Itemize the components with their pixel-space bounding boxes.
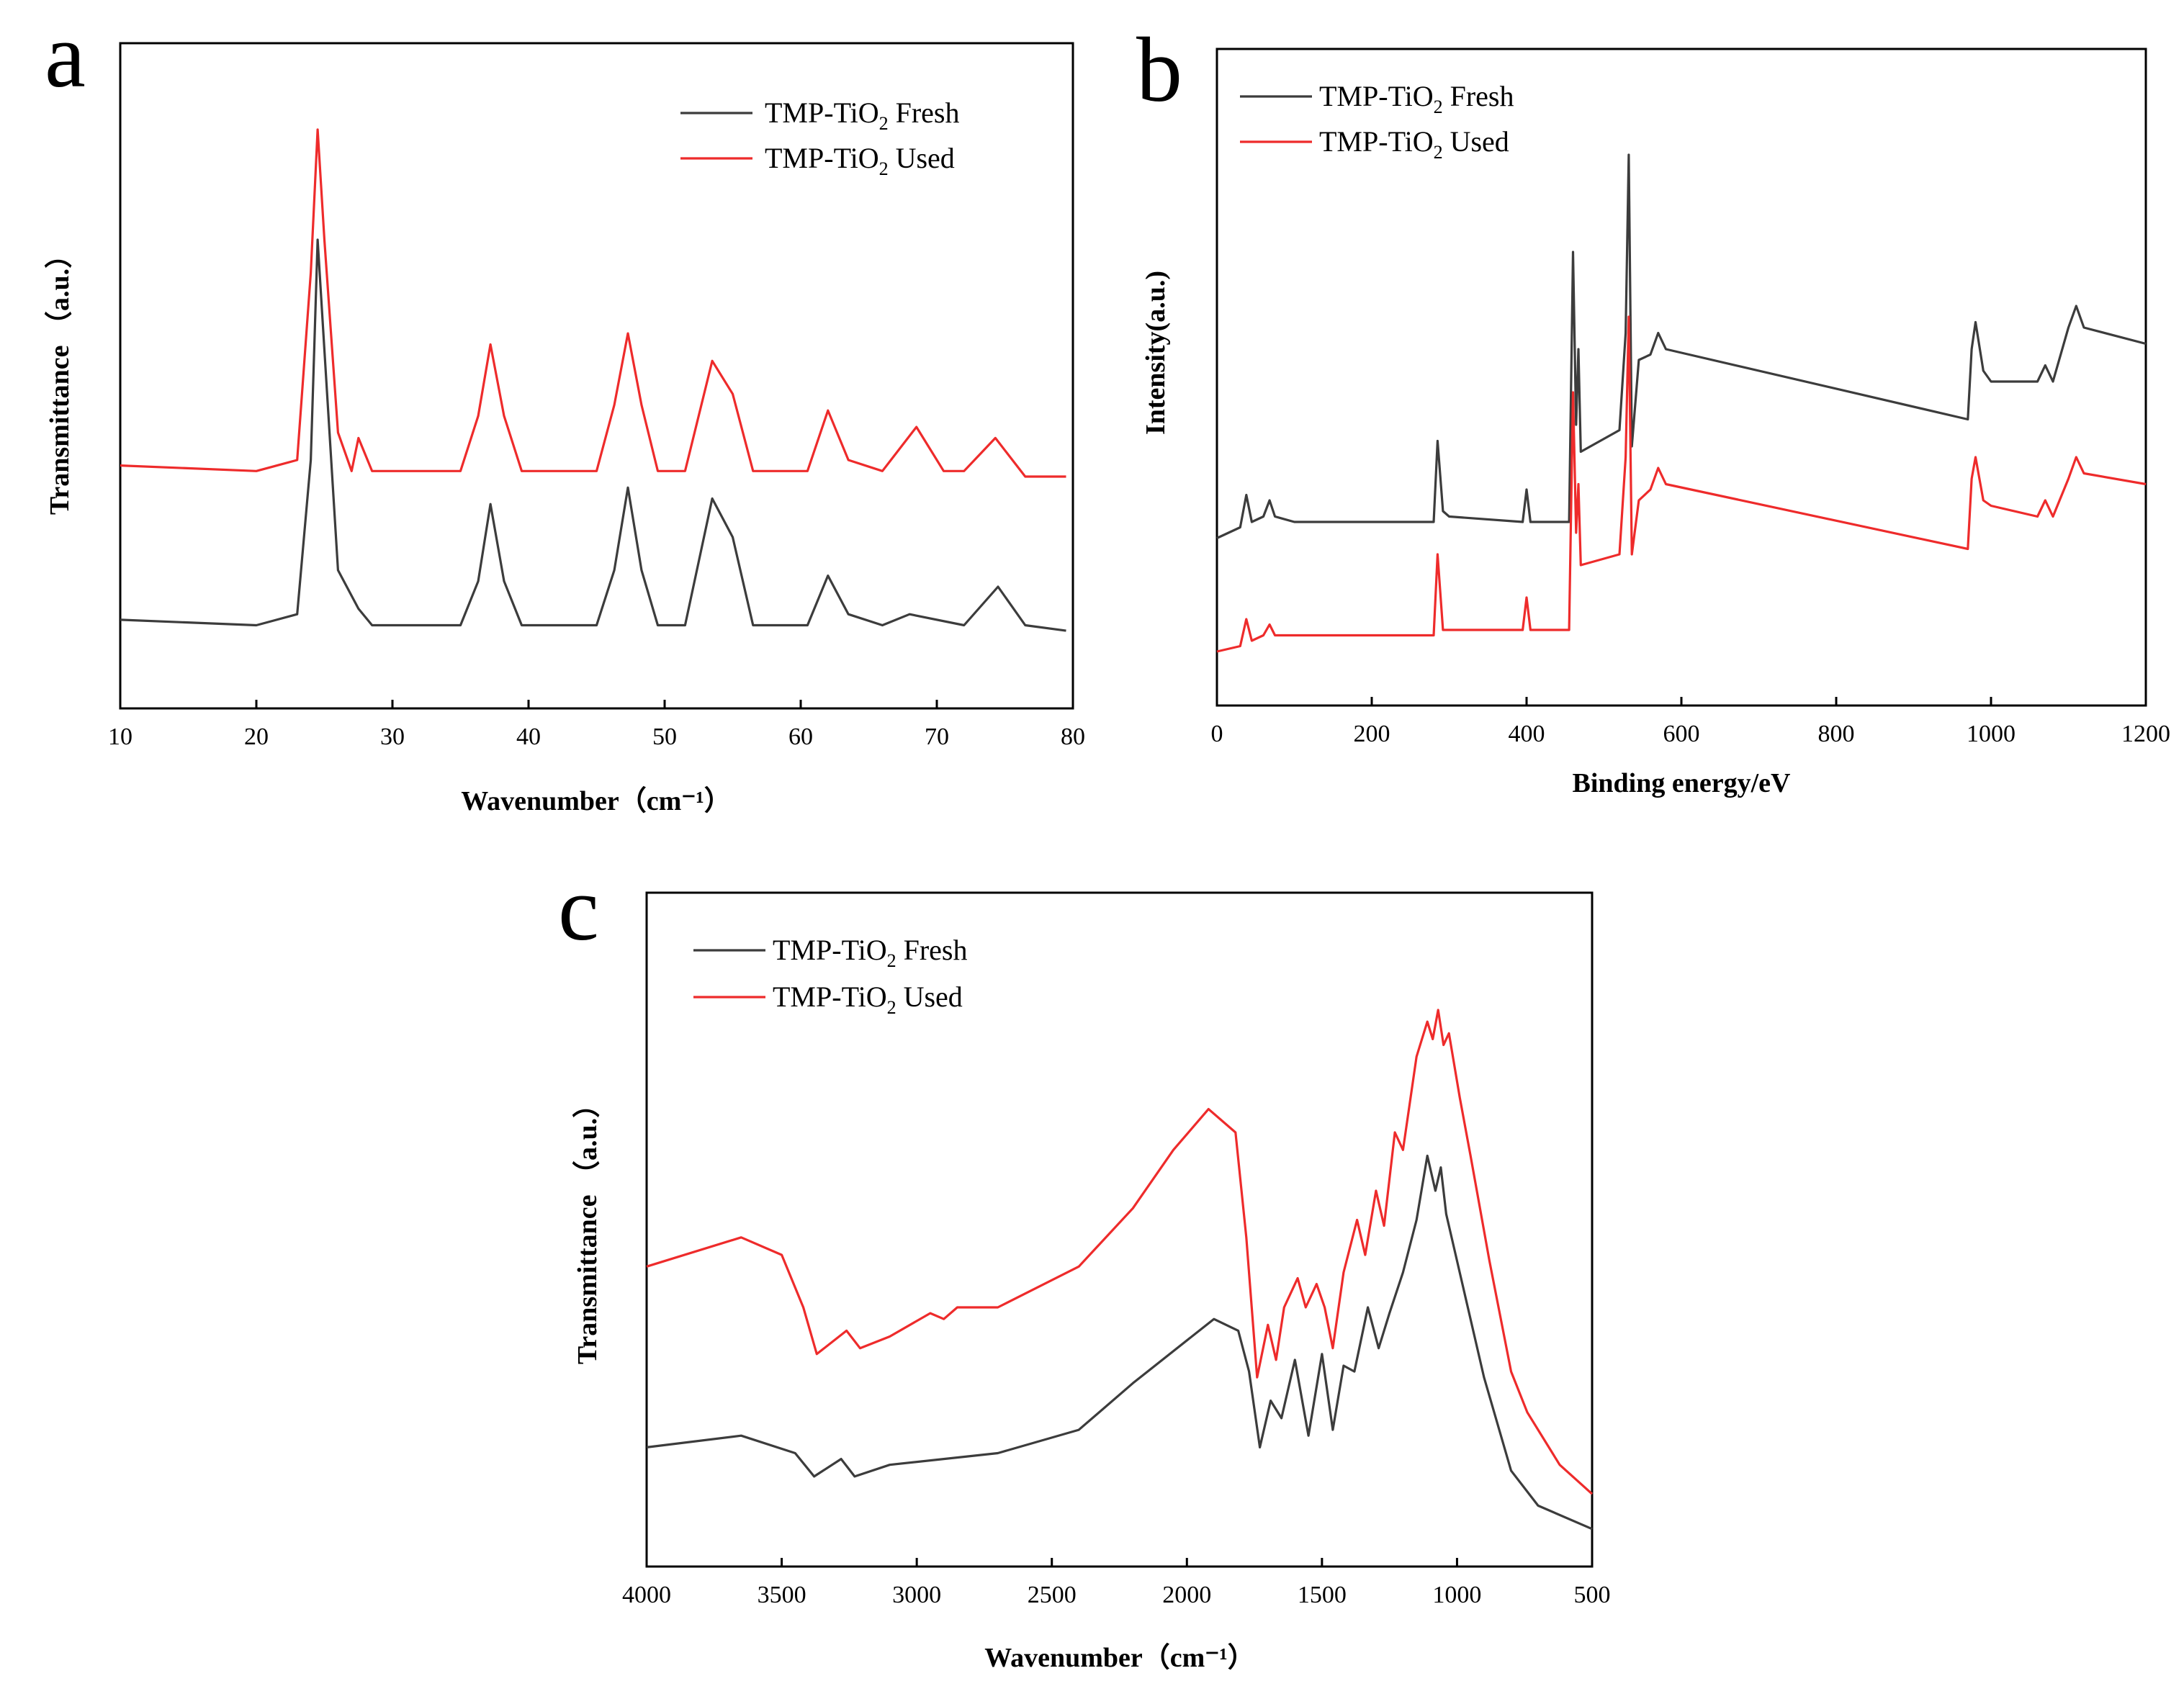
panel-a-x-tick-label: 30 (380, 724, 405, 750)
panel-b-series (1216, 153, 2147, 653)
panel-b-x-tick-label: 400 (1509, 721, 1545, 747)
panel-a-x-tick-label: 10 (108, 724, 132, 750)
panel-b-legend-fresh-rest: Fresh (1443, 80, 1514, 112)
panel-a-series-fresh (120, 238, 1066, 632)
panel-c-series-used (646, 1009, 1594, 1495)
panel-b-x-tick-label: 1200 (2121, 721, 2170, 747)
panel-c-xlabel: Wavenumber（cm⁻¹） (984, 1643, 1255, 1673)
panel-a-series-used (120, 128, 1066, 478)
panel-a-letter: a (45, 4, 86, 107)
panel-b-legend: TMP-TiO2 Fresh TMP-TiO2 Used (1240, 80, 1514, 163)
panel-a-x-tick-label: 20 (244, 724, 269, 750)
panel-a-legend-fresh-rest: Fresh (889, 96, 960, 129)
panel-a-plot-frame (119, 42, 1074, 710)
panel-c-legend: TMP-TiO2 Fresh TMP-TiO2 Used (693, 934, 967, 1018)
panel-c-x-tick-label: 500 (1574, 1582, 1611, 1608)
panel-b-legend-used-rest: Used (1443, 125, 1509, 158)
panel-b-x-tick-label: 1000 (1967, 721, 2016, 747)
panel-b-xlabel: Binding energy/eV (1573, 768, 1792, 798)
panel-b-x-tick-label: 800 (1818, 721, 1855, 747)
panel-b-legend-fresh-main: TMP-TiO (1319, 80, 1434, 112)
panel-c-series (646, 1009, 1594, 1531)
panel-c-legend-fresh-rest: Fresh (896, 934, 968, 966)
panel-a-legend-used-main: TMP-TiO (765, 142, 879, 174)
panel-b-legend-label-fresh: TMP-TiO2 Fresh (1319, 80, 1514, 117)
panel-b-legend-label-used: TMP-TiO2 Used (1319, 125, 1509, 163)
panel-b-legend-used-sub: 2 (1434, 142, 1443, 163)
panel-a-xlabel: Wavenumber（cm⁻¹） (461, 786, 732, 816)
panel-b-legend-fresh-sub: 2 (1434, 96, 1443, 117)
panel-a-x-tick-label: 80 (1061, 724, 1085, 750)
panel-c-x-tick-label: 1000 (1432, 1582, 1481, 1608)
panel-b-series-fresh (1216, 153, 2147, 539)
panel-b-series-used (1216, 315, 2147, 653)
panel-b-legend-used-main: TMP-TiO (1319, 125, 1434, 158)
panel-c-x-tick-label: 3500 (758, 1582, 806, 1608)
panel-a-legend-label-used: TMP-TiO2 Used (765, 142, 955, 179)
panel-c-x-tick-label: 3000 (892, 1582, 941, 1608)
panel-b-x-tick-label: 600 (1663, 721, 1700, 747)
panel-b-x-tick-label: 0 (1211, 721, 1223, 747)
panel-c-legend-used-sub: 2 (887, 997, 896, 1018)
panel-a-legend-used-sub: 2 (879, 158, 889, 179)
panel-c-legend-label-used: TMP-TiO2 Used (773, 981, 963, 1018)
panel-c-x-tick-label: 2500 (1028, 1582, 1077, 1608)
panel-b-letter: b (1136, 19, 1182, 121)
panel-c-ylabel: Transmittance （a.u.） (572, 1091, 603, 1364)
panel-c: c 4000 3500 3000 2500 2000 1500 1000 500 Wavenu… (558, 857, 1611, 1673)
panel-c-legend-label-fresh: TMP-TiO2 Fresh (773, 934, 967, 971)
panel-c-legend-used-main: TMP-TiO (773, 981, 887, 1013)
panel-a-x-ticks: 10 20 30 40 50 60 70 80 (108, 700, 1085, 750)
panel-a-x-tick-label: 60 (788, 724, 813, 750)
panel-c-legend-fresh-sub: 2 (887, 950, 896, 971)
panel-c-x-tick-label: 2000 (1162, 1582, 1211, 1608)
panel-b: b 0 200 400 600 800 1000 1200 Binding energy/e… (1136, 19, 2170, 798)
panel-a-legend: TMP-TiO2 Fresh TMP-TiO2 Used (680, 96, 959, 179)
panel-c-x-tick-label: 4000 (622, 1582, 671, 1608)
panel-a-x-tick-label: 40 (516, 724, 541, 750)
panel-c-legend-fresh-main: TMP-TiO (773, 934, 887, 966)
panel-c-x-tick-label: 1500 (1298, 1582, 1347, 1608)
panel-a-legend-fresh-main: TMP-TiO (765, 96, 879, 129)
panel-a-x-tick-label: 70 (925, 724, 949, 750)
panel-b-x-tick-label: 200 (1354, 721, 1390, 747)
panel-a-ylabel: Transmittance （a.u.） (45, 241, 75, 515)
panel-b-ylabel: Intensity(a.u.) (1141, 271, 1171, 435)
panel-a: a 10 20 30 40 50 60 70 80 Wavenumber（cm⁻¹） Tran… (45, 4, 1085, 816)
panel-b-x-ticks: 0 200 400 600 800 1000 1200 (1211, 697, 2170, 747)
panel-a-legend-label-fresh: TMP-TiO2 Fresh (765, 96, 959, 134)
panel-a-legend-fresh-sub: 2 (879, 113, 889, 134)
panel-c-series-fresh (646, 1154, 1593, 1531)
panel-c-x-ticks: 4000 3500 3000 2500 2000 1500 1000 500 (622, 1558, 1611, 1608)
panel-c-plot-frame (645, 891, 1594, 1568)
panel-a-series (120, 128, 1066, 632)
panel-c-legend-used-rest: Used (896, 981, 963, 1013)
panel-a-legend-used-rest: Used (889, 142, 955, 174)
panel-c-letter: c (558, 857, 599, 960)
panel-a-x-tick-label: 50 (652, 724, 677, 750)
